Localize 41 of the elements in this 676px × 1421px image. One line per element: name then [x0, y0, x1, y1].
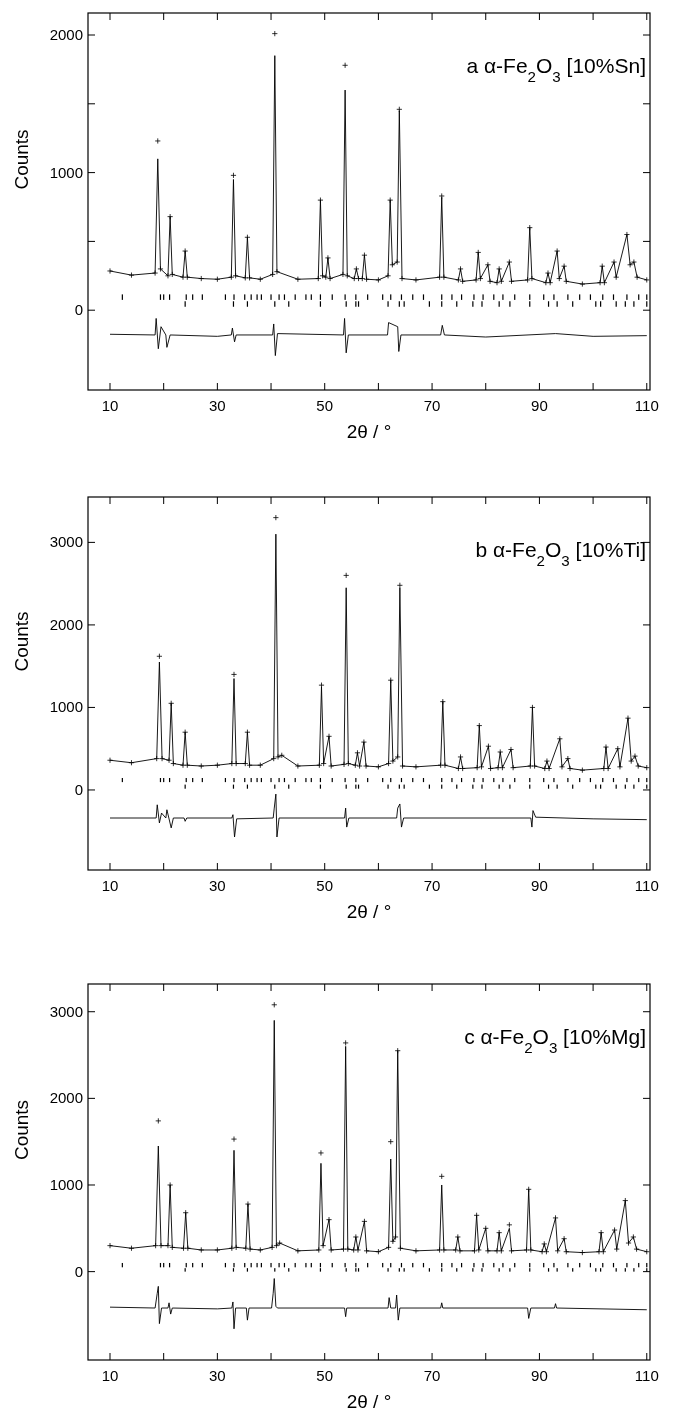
y-tick-label: 2000	[49, 615, 83, 633]
x-tick-label: 110	[634, 877, 659, 894]
x-tick-label: 90	[531, 1367, 548, 1384]
x-tick-label: 70	[423, 877, 441, 894]
x-tick-label: 110	[634, 397, 659, 414]
y-tick-label: 0	[74, 301, 83, 319]
x-tick-label: 10	[101, 877, 119, 894]
y-tick-label: 0	[74, 780, 83, 798]
y-tick-label: 1000	[49, 698, 83, 716]
x-tick-label: 90	[531, 877, 548, 894]
x-axis-title: 2θ / °	[346, 901, 392, 922]
x-tick-label: 10	[101, 397, 119, 414]
line-series	[109, 1278, 648, 1330]
y-tick-label: 1000	[49, 1176, 83, 1193]
y-tick-label: 1000	[49, 163, 83, 181]
y-tick-label: 0	[74, 1262, 83, 1280]
x-tick-label: 50	[316, 1367, 334, 1384]
x-axis-title: 2θ / °	[346, 1391, 392, 1412]
x-tick-label: 10	[101, 1367, 119, 1384]
x-tick-label: 30	[209, 877, 226, 894]
x-tick-label: 90	[531, 397, 548, 414]
y-tick-label: 3000	[49, 533, 83, 551]
text: b α-Fe$_{2}$O$_{3}$ [10%Ti]	[475, 538, 646, 569]
x-tick-label: 50	[316, 397, 334, 414]
x-tick-label: 30	[209, 1367, 226, 1384]
x-tick-label: 70	[423, 397, 441, 414]
y-axis-title: Counts	[11, 611, 32, 672]
x-tick-label: 50	[316, 877, 334, 894]
text: c α-Fe$_{2}$O$_{3}$ [10%Mg]	[464, 1025, 646, 1056]
x-tick-label: 110	[634, 1367, 659, 1384]
y-tick-label: 3000	[49, 1002, 83, 1020]
y-axis-title: Counts	[11, 1099, 32, 1161]
text: a α-Fe$_{2}$O$_{3}$ [10%Sn]	[466, 54, 646, 85]
y-tick-label: 2000	[49, 26, 83, 44]
x-tick-label: 70	[423, 1367, 441, 1384]
line-series	[109, 793, 648, 838]
y-axis-title: Counts	[11, 129, 32, 190]
y-tick-label: 2000	[49, 1089, 83, 1107]
x-axis-title: 2θ / °	[346, 421, 392, 442]
x-tick-label: 30	[209, 397, 226, 414]
line-series	[109, 318, 648, 357]
